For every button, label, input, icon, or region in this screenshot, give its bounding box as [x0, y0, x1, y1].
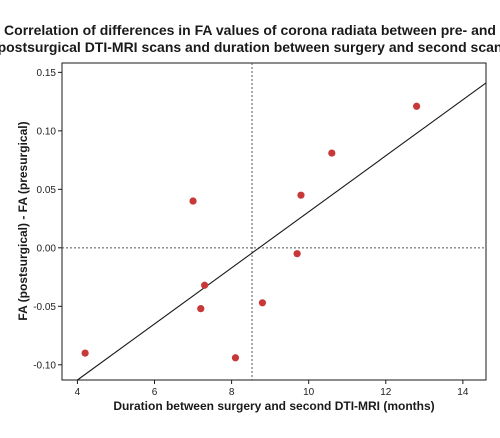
data-point	[328, 149, 336, 157]
data-point	[231, 354, 240, 362]
data-point	[413, 102, 421, 110]
y-axis-ticks: -0.10 -0.05 0.00 0.05 0.10 0.15	[33, 68, 62, 371]
x-tick-label: 8	[229, 387, 235, 398]
x-axis-title: Duration between surgery and second DTI-…	[113, 399, 434, 413]
y-tick-label: -0.10	[33, 360, 56, 371]
chart-title-line-1: Correlation of differences in FA values …	[4, 22, 496, 38]
y-axis-title: FA (postsurgical) - FA (presurgical)	[16, 121, 30, 320]
data-point	[293, 250, 301, 258]
data-point	[197, 305, 205, 313]
y-tick-label: 0.15	[37, 68, 57, 79]
y-tick-label: -0.05	[33, 302, 56, 313]
data-point	[258, 299, 267, 307]
y-tick-label: 0.00	[37, 243, 57, 254]
plot-area-frame	[61, 62, 487, 381]
chart-title-line-2: postsurgical DTI-MRI scans and duration …	[0, 39, 500, 55]
x-axis-ticks: 4 6 8 10 12 14	[75, 380, 469, 398]
x-tick-label: 4	[75, 387, 81, 398]
x-tick-label: 6	[152, 387, 158, 398]
data-points	[81, 102, 421, 362]
data-point	[297, 191, 305, 199]
fit-line-layer	[77, 82, 487, 381]
data-point	[201, 281, 209, 289]
x-tick-label: 12	[380, 387, 392, 398]
y-tick-label: 0.05	[37, 185, 57, 196]
x-tick-label: 10	[303, 387, 315, 398]
x-tick-label: 14	[457, 387, 469, 398]
y-tick-label: 0.10	[37, 126, 57, 137]
reference-lines	[62, 63, 486, 380]
fit-line	[77, 82, 487, 381]
data-point	[189, 197, 197, 205]
data-point	[81, 349, 89, 357]
